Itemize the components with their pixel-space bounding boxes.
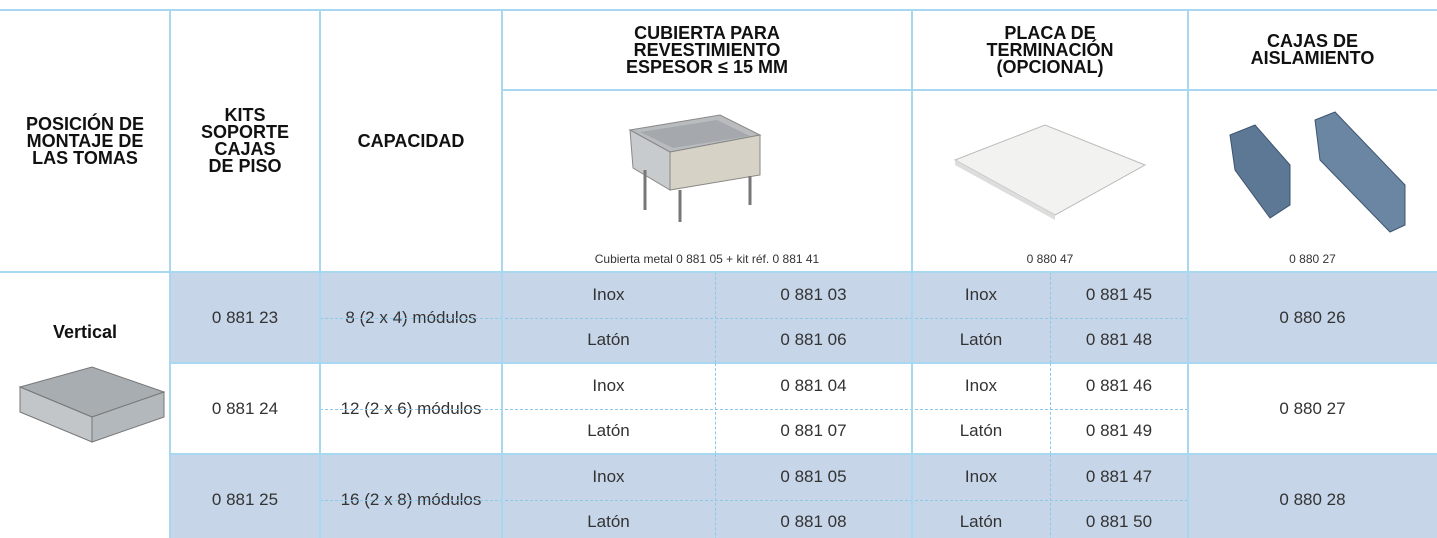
header-kits: KITS SOPORTE CAJAS DE PISO [200,105,289,176]
mounting-image [18,366,166,443]
row-line [170,362,1437,364]
cover-finish: Latón [587,330,630,350]
cover-code: 0 881 04 [780,375,847,395]
plate-code: 0 881 46 [1085,375,1153,395]
dashed-divider [715,454,716,538]
capacity: 12 (2 x 6) módulos [340,398,482,418]
kit-code: 0 881 25 [211,489,279,509]
plate-code: 0 881 47 [1085,466,1153,486]
dashed-divider [1050,363,1051,454]
row-shade [170,454,1437,538]
caption-plate: 0 880 47 [1026,252,1074,266]
cover-code: 0 881 06 [780,330,847,350]
plate-finish: Latón [959,330,1003,350]
isolation-image [1229,111,1406,233]
plate-code: 0 881 45 [1085,284,1153,304]
cover-code: 0 881 07 [780,421,847,441]
dashed-divider [715,272,716,363]
header-isolation: CAJAS DE AISLAMIENTO [1250,31,1375,68]
border [1187,9,1189,538]
capacity: 16 (2 x 8) módulos [340,489,482,509]
caption-cover: Cubierta metal 0 881 05 + kit réf. 0 881… [594,252,820,266]
isolation-code: 0 880 26 [1279,307,1346,327]
cover-image [628,114,762,222]
cover-finish: Inox [592,466,625,486]
plate-finish: Inox [964,284,998,304]
dashed-divider [320,499,1188,501]
isolation-code: 0 880 27 [1279,398,1346,418]
isolation-code: 0 880 28 [1279,489,1346,509]
dashed-divider [715,363,716,454]
cover-code: 0 881 03 [780,284,847,304]
border [501,9,503,538]
cover-code: 0 881 05 [780,466,847,486]
plate-finish: Inox [964,466,998,486]
plate-finish: Latón [959,421,1003,441]
border [0,9,1437,11]
plate-finish: Inox [964,375,998,395]
plate-code: 0 881 48 [1085,330,1153,350]
dashed-divider [320,408,1188,410]
cover-code: 0 881 08 [780,512,847,532]
plate-image [953,124,1147,220]
dashed-divider [1050,272,1051,363]
cover-finish: Inox [592,284,625,304]
kit-code: 0 881 23 [211,307,279,327]
caption-isolation: 0 880 27 [1289,252,1336,266]
dashed-divider [320,317,1188,319]
cover-finish: Latón [587,421,630,441]
border [502,89,1437,91]
kit-code: 0 881 24 [211,398,279,418]
cover-finish: Inox [592,375,625,395]
header-plate: PLACA DE TERMINACIÓN (OPCIONAL) [986,22,1114,77]
border [911,9,913,538]
capacity: 8 (2 x 4) módulos [345,307,477,327]
border [169,9,171,538]
mounting-label: Vertical [52,322,118,342]
header-capacity: CAPACIDAD [357,130,465,151]
plate-code: 0 881 49 [1085,421,1153,441]
plate-code: 0 881 50 [1085,512,1153,532]
plate-finish: Latón [959,512,1003,532]
dashed-divider [1050,454,1051,538]
header-mounting: POSICIÓN DE MONTAJE DE LAS TOMAS [25,113,145,168]
cover-finish: Latón [587,512,630,532]
border [319,9,321,538]
row-line [170,453,1437,455]
border [0,271,1437,273]
header-cover: CUBIERTA PARA REVESTIMIENTO ESPESOR ≤ 15… [626,22,788,77]
